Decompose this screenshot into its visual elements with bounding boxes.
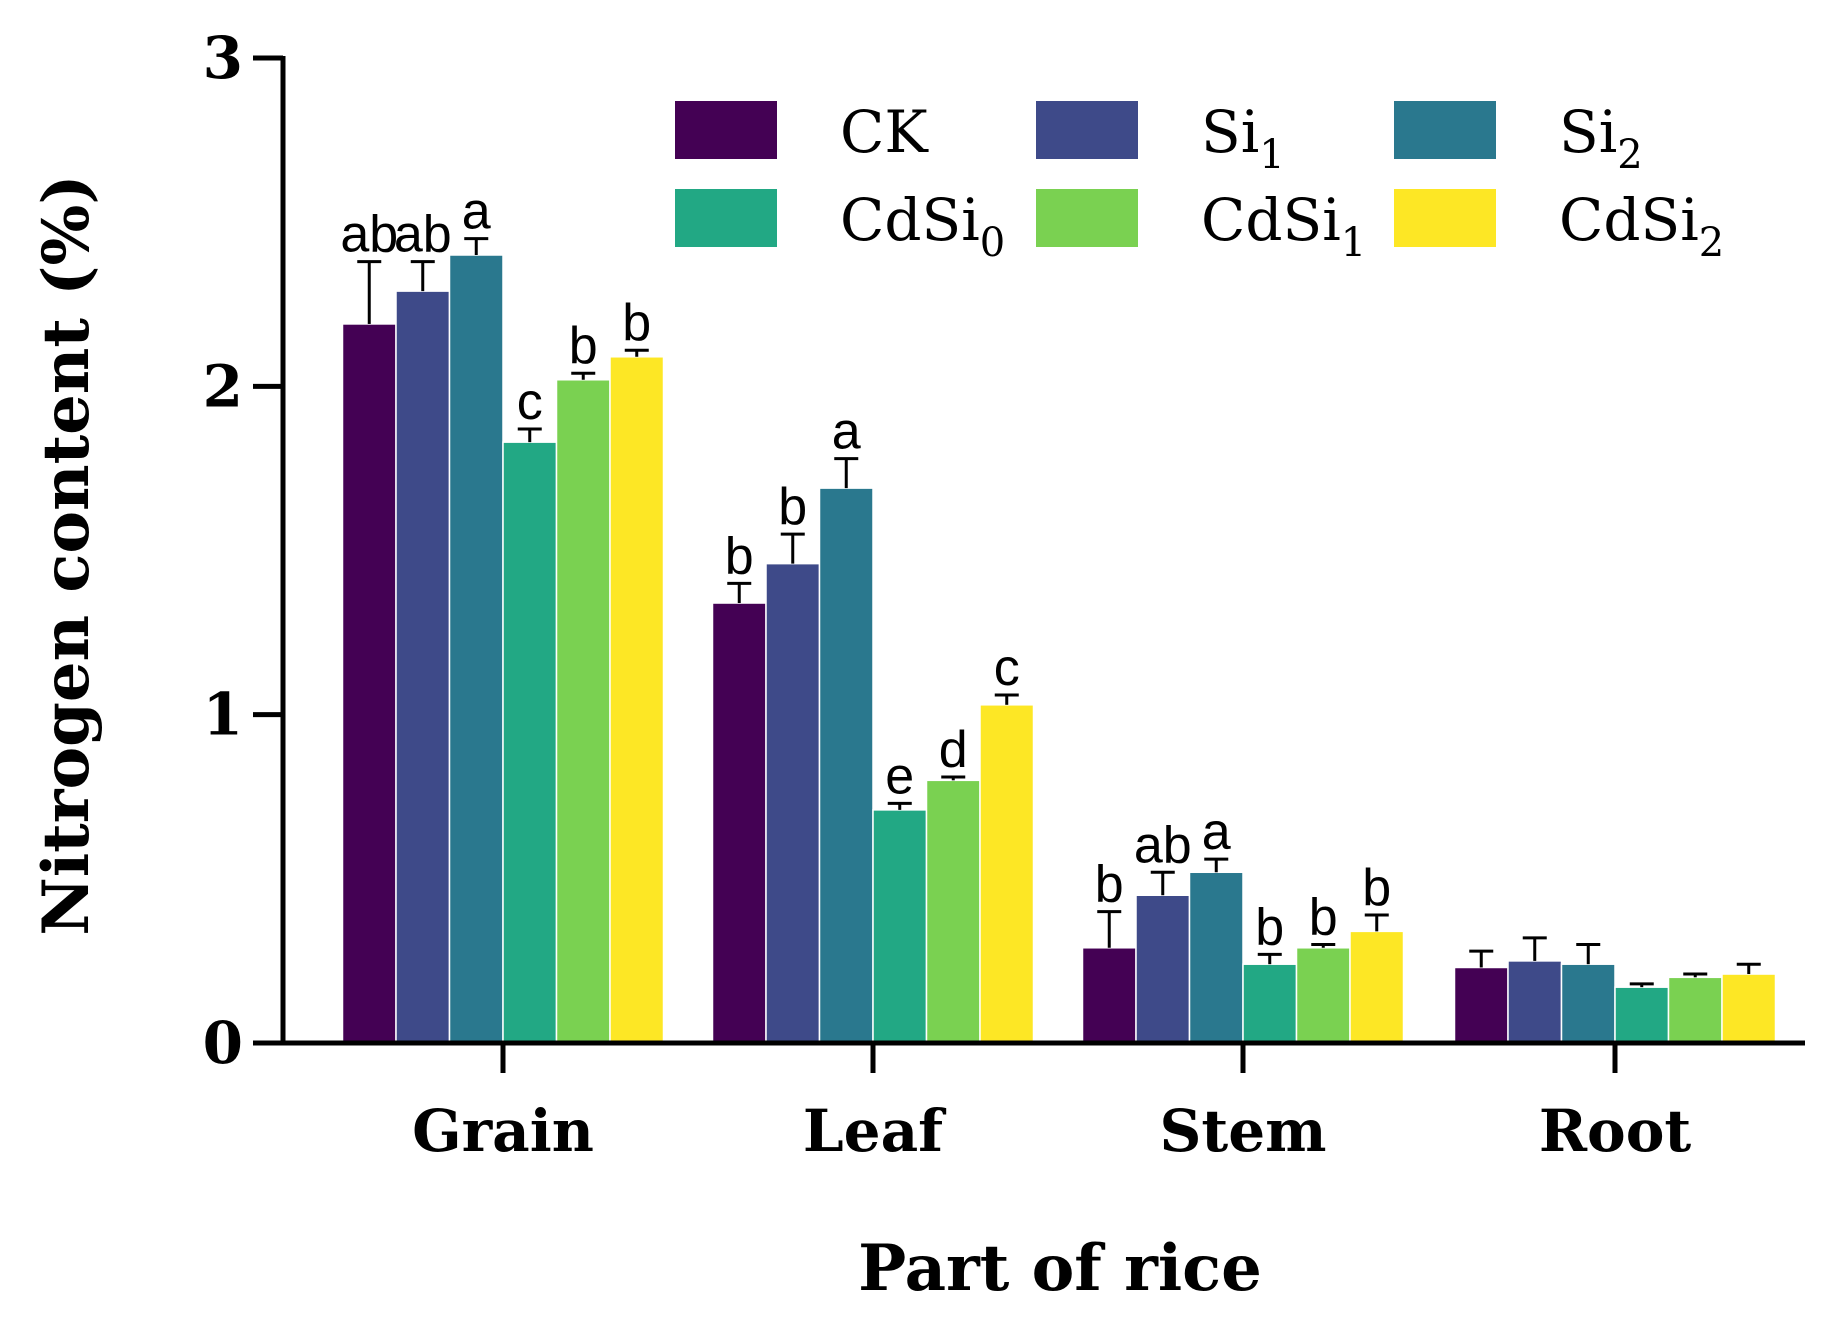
legend-label-Si2: Si2 xyxy=(1559,98,1643,178)
bar-CdSi2-stem xyxy=(1349,930,1405,1044)
bar-CdSi1-root xyxy=(1667,976,1723,1044)
legend-label-CdSi2: CdSi2 xyxy=(1559,186,1724,266)
bar-Si1-root xyxy=(1507,960,1563,1044)
legend-swatch-Si2 xyxy=(1394,101,1496,159)
bar-CdSi0-root xyxy=(1614,986,1670,1044)
significance-label-CdSi0-leaf: e xyxy=(885,747,914,805)
legend-label-Si1: Si1 xyxy=(1201,98,1285,178)
bar-Si1-stem xyxy=(1135,894,1191,1044)
bar-Si2-grain xyxy=(448,254,504,1044)
significance-label-CdSi1-grain: b xyxy=(569,317,598,375)
y-axis-title: Nitrogen content (%) xyxy=(29,174,104,935)
legend: CK Si1 Si2 CdSi0 CdSi1 CdSi2 xyxy=(675,98,1724,266)
y-tick-label-0: 0 xyxy=(203,1009,243,1077)
x-tick-label-leaf: Leaf xyxy=(803,1097,947,1165)
legend-swatch-CK xyxy=(675,101,777,159)
significance-label-Si2-grain: a xyxy=(462,183,491,241)
significance-label-Si1-grain: ab xyxy=(394,206,452,264)
bar-CK-grain xyxy=(341,323,397,1044)
significance-label-CdSi0-grain: c xyxy=(517,373,543,431)
legend-label-CdSi1: CdSi1 xyxy=(1201,186,1366,266)
significance-label-CdSi2-stem: b xyxy=(1362,859,1391,917)
legend-swatch-CdSi2 xyxy=(1394,189,1496,247)
significance-label-CdSi1-leaf: d xyxy=(939,721,968,779)
y-tick-label-1: 1 xyxy=(203,681,243,749)
significance-label-CK-stem: b xyxy=(1095,856,1124,914)
bar-CdSi2-root xyxy=(1721,973,1777,1044)
legend-swatch-CdSi1 xyxy=(1036,189,1138,247)
significance-label-CdSi2-grain: b xyxy=(622,294,651,352)
axes: 0 1 2 3 Grain Leaf Stem Root xyxy=(203,24,1805,1165)
x-tick-label-grain: Grain xyxy=(412,1097,594,1165)
legend-swatch-CdSi0 xyxy=(675,189,777,247)
bar-Si1-grain xyxy=(395,290,451,1044)
bar-Si2-root xyxy=(1560,963,1616,1044)
x-tick-label-root: Root xyxy=(1539,1097,1692,1165)
legend-label-CK: CK xyxy=(840,98,929,166)
significance-label-Si2-leaf: a xyxy=(832,403,861,461)
significance-label-CdSi2-leaf: c xyxy=(994,639,1020,697)
significance-label-CK-grain: ab xyxy=(340,206,398,264)
bar-Si1-leaf xyxy=(765,562,821,1044)
bar-CdSi0-leaf xyxy=(872,809,928,1044)
significance-label-Si1-stem: ab xyxy=(1134,816,1192,874)
x-axis-title: Part of rice xyxy=(858,1231,1262,1306)
bar-CdSi2-leaf xyxy=(979,704,1035,1044)
significance-label-CK-leaf: b xyxy=(725,527,754,585)
bar-CdSi2-grain xyxy=(609,356,665,1044)
bar-CK-stem xyxy=(1081,947,1137,1044)
bar-CdSi1-stem xyxy=(1295,947,1351,1044)
legend-swatch-Si1 xyxy=(1036,101,1138,159)
bar-CdSi0-stem xyxy=(1242,963,1298,1044)
y-tick-label-2: 2 xyxy=(203,352,243,420)
bar-CdSi0-grain xyxy=(502,441,558,1044)
bar-CK-root xyxy=(1453,966,1509,1044)
bar-Si2-leaf xyxy=(818,487,874,1044)
significance-label-CdSi1-stem: b xyxy=(1309,889,1338,947)
significance-label-Si1-leaf: b xyxy=(778,478,807,536)
y-tick-label-3: 3 xyxy=(203,24,243,92)
significance-label-CdSi0-stem: b xyxy=(1255,898,1284,956)
bar-CK-leaf xyxy=(711,602,767,1044)
bar-Si2-stem xyxy=(1188,871,1244,1044)
bar-CdSi1-leaf xyxy=(925,779,981,1044)
bar-CdSi1-grain xyxy=(555,379,611,1044)
legend-label-CdSi0: CdSi0 xyxy=(840,186,1005,266)
significance-label-Si2-stem: a xyxy=(1202,803,1231,861)
x-tick-label-stem: Stem xyxy=(1160,1097,1327,1165)
